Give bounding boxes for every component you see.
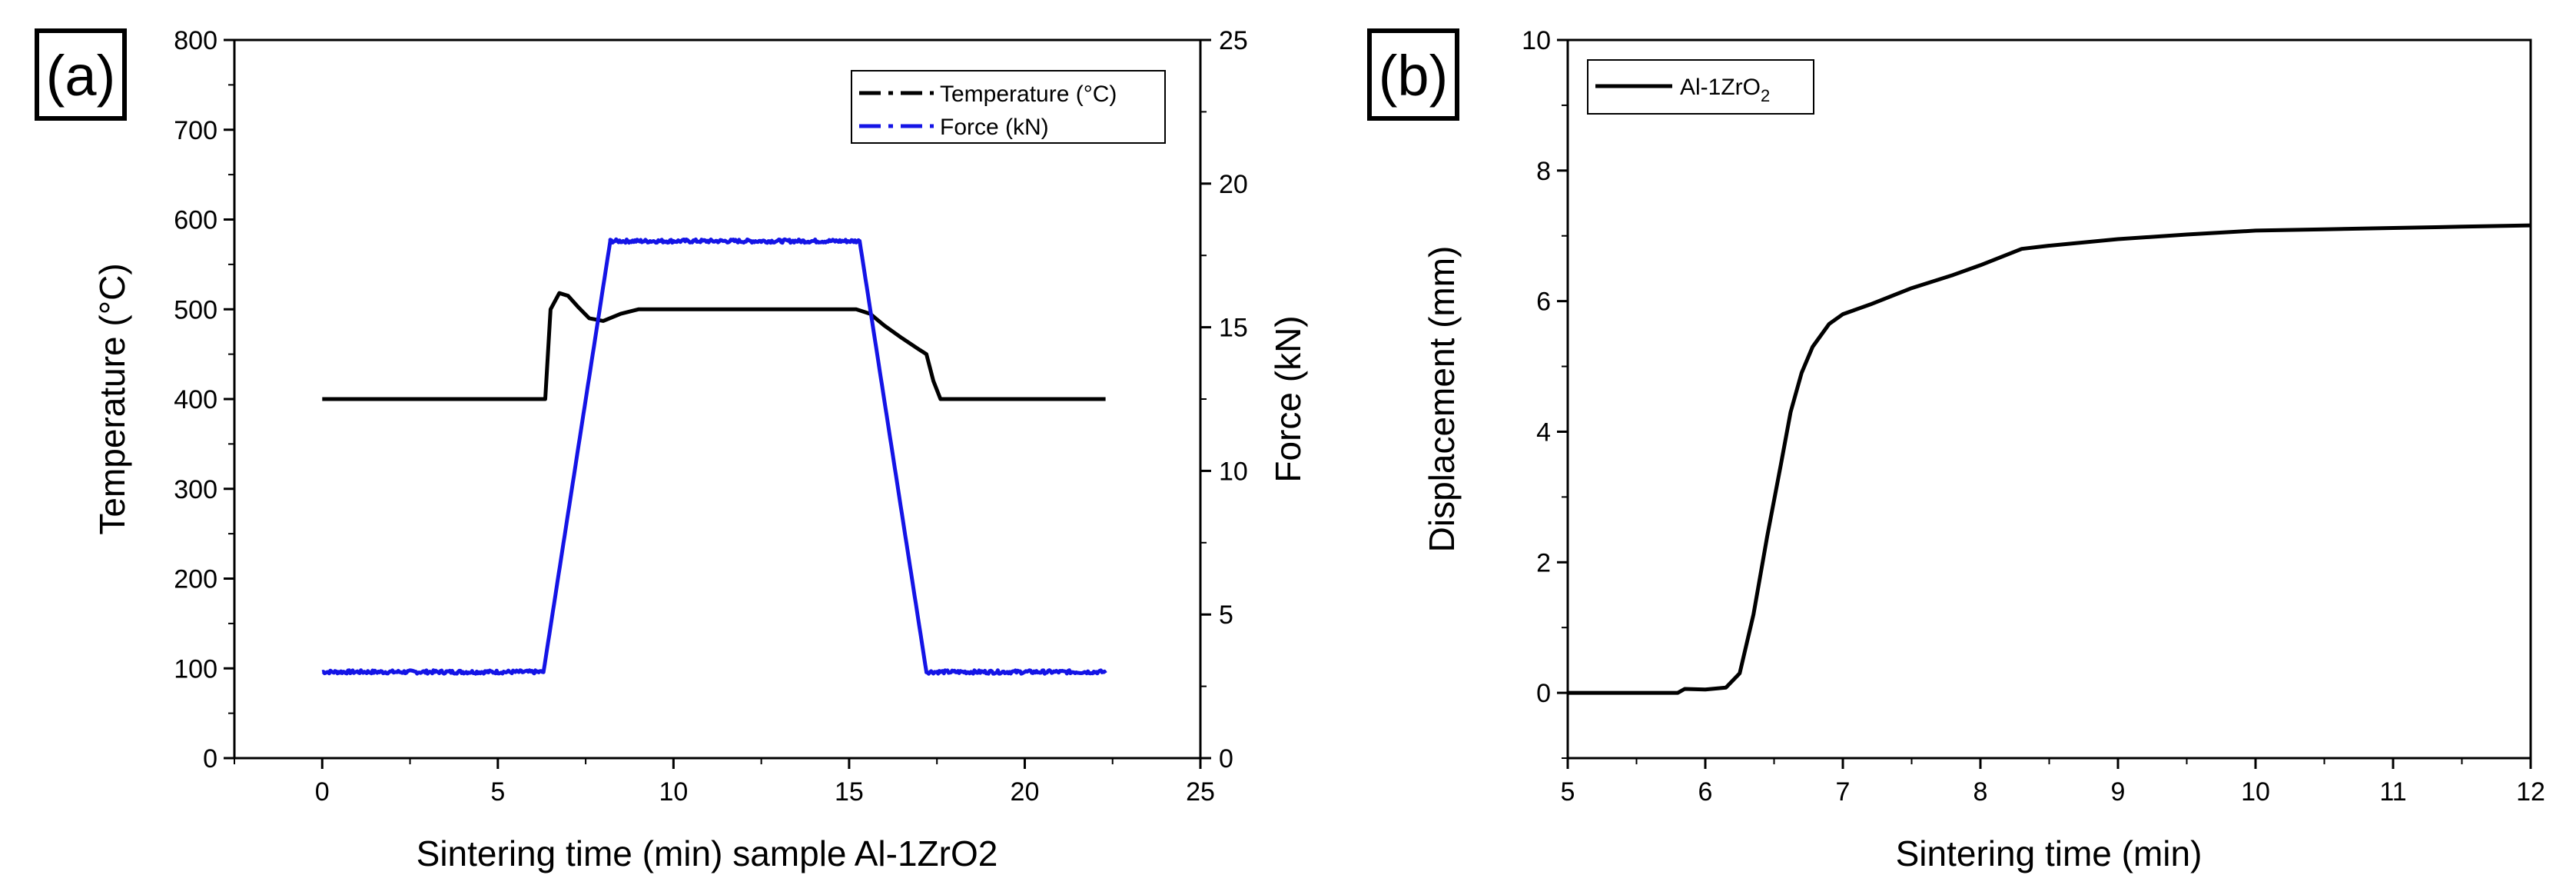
x-tick-label: 10 (659, 777, 688, 807)
x-tick-label: 6 (1698, 777, 1713, 807)
panel-a-label-box (35, 28, 127, 121)
plot-b-frame (1566, 38, 2532, 760)
panel-b-label-box (1367, 28, 1459, 121)
plot-b-ticks (1557, 38, 2532, 769)
plot-b-y-axis-title: Displacement (mm) (1422, 246, 1462, 553)
x-tick-label: 15 (835, 777, 864, 807)
x-tick-label: 11 (2379, 777, 2406, 807)
y-tick-label: 200 (174, 565, 217, 594)
plot-b-x-axis-title: Sintering time (min) (1896, 833, 2203, 873)
displacement-series-line (1568, 223, 2531, 695)
force-series-line (321, 237, 1107, 676)
x-tick-label: 9 (2111, 777, 2126, 807)
panel-a: (a) 0 5 10 15 20 25 0100200300400500600700800… (35, 26, 1308, 873)
x-tick-label: 0 (315, 777, 330, 807)
y-tick-label: 0 (203, 744, 217, 774)
y-tick-label: 4 (1536, 418, 1551, 447)
y2-tick-label: 5 (1219, 601, 1233, 630)
y-tick-label: 2 (1536, 548, 1551, 577)
plot-a-x-axis-title: Sintering time (min) sample Al-1ZrO2 (417, 833, 998, 873)
plot-a-y2-tick-labels: 0 5 10 15 20 25 (1219, 26, 1248, 774)
plot-b-y-tick-labels: 0 2 4 6 8 10 (1522, 26, 1551, 708)
temperature-series-line (322, 291, 1106, 401)
y-tick-label: 6 (1536, 288, 1551, 317)
legend-al-1zro2-subscript: 2 (1761, 86, 1770, 105)
y2-tick-label: 25 (1219, 26, 1248, 55)
y-tick-label: 600 (174, 206, 217, 235)
x-tick-label: 20 (1011, 777, 1040, 807)
y-tick-label: 8 (1536, 157, 1551, 186)
x-tick-label: 12 (2516, 777, 2545, 807)
panel-b: (b) 5 6 7 8 9 10 11 12 0 2 4 6 8 10 Sintering time (… (1367, 26, 2545, 873)
plot-a-y2-axis-title: Force (kN) (1268, 315, 1308, 482)
y-tick-label: 500 (174, 295, 217, 324)
y2-tick-label: 10 (1219, 457, 1248, 486)
legend-force-label: Force (kN) (940, 115, 1049, 140)
y-tick-label: 300 (174, 475, 217, 504)
panel-a-label: (a) (46, 44, 115, 108)
y-tick-label: 800 (174, 26, 217, 55)
y-tick-label: 0 (1536, 679, 1551, 708)
plot-a-legend: Temperature (°C) Force (kN) (851, 70, 1166, 144)
x-tick-label: 5 (490, 777, 505, 807)
legend-temperature-label: Temperature (°C) (940, 82, 1117, 107)
plot-a-x-tick-labels: 0 5 10 15 20 25 (315, 777, 1215, 807)
plot-b-legend: Al-1ZrO2 (1587, 59, 1814, 115)
y-tick-label: 10 (1522, 26, 1551, 55)
y-tick-label: 100 (174, 654, 217, 684)
x-tick-label: 10 (2241, 777, 2270, 807)
x-tick-label: 25 (1186, 777, 1215, 807)
y2-tick-label: 15 (1219, 314, 1248, 343)
plot-b-x-tick-labels: 5 6 7 8 9 10 11 12 (1561, 777, 2545, 807)
plot-a-y-tick-labels: 0 100 200 300 400 500 600 700 800 (174, 26, 217, 774)
legend-al-1zro2-label: Al-1ZrO2 (1680, 75, 1770, 105)
y2-tick-label: 0 (1219, 744, 1233, 774)
y2-tick-label: 20 (1219, 170, 1248, 199)
x-tick-label: 7 (1836, 777, 1851, 807)
x-tick-label: 8 (1973, 777, 1988, 807)
plot-a-ticks (224, 38, 1211, 769)
legend-al-1zro2-main: Al-1ZrO (1680, 75, 1761, 100)
x-tick-label: 5 (1561, 777, 1575, 807)
y-tick-label: 400 (174, 385, 217, 414)
y-tick-label: 700 (174, 116, 217, 145)
plot-a-legend-box (851, 70, 1166, 144)
panel-b-label: (b) (1379, 44, 1448, 108)
plot-a-y-axis-title: Temperature (°C) (92, 263, 132, 534)
